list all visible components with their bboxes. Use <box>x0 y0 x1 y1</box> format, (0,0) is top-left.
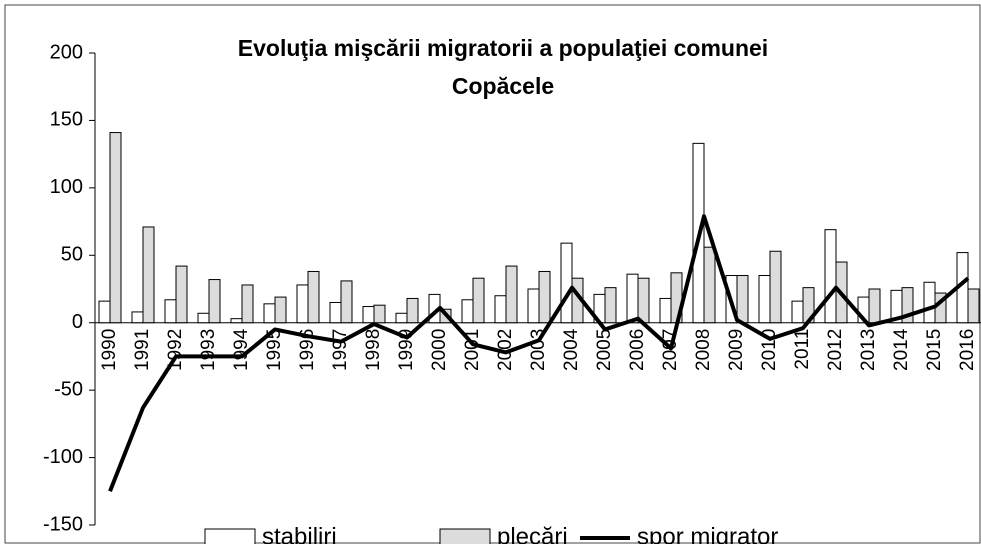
bar <box>109 132 122 324</box>
bar <box>340 280 353 324</box>
x-tick-label: 1990 <box>99 329 120 371</box>
bar <box>98 300 111 324</box>
x-tick-label: 1996 <box>297 329 318 371</box>
bar <box>791 300 804 324</box>
bar <box>230 318 243 324</box>
bar <box>406 297 419 324</box>
y-tick-label: 150 <box>50 109 83 131</box>
y-tick-label: 100 <box>50 176 83 198</box>
x-tick-label: 2000 <box>429 329 450 371</box>
bar <box>274 296 287 324</box>
bar <box>868 288 881 324</box>
bar <box>395 312 408 324</box>
chart-title: Copăcele <box>452 73 554 99</box>
bar <box>560 242 573 324</box>
x-tick-label: 2008 <box>693 329 714 371</box>
legend-swatch <box>204 528 256 544</box>
x-tick-label: 2015 <box>924 329 945 371</box>
bar <box>758 275 771 324</box>
line <box>108 214 970 493</box>
legend-label: spor migrator <box>637 523 778 544</box>
x-tick-label: 2005 <box>594 329 615 371</box>
x-tick-label: 2009 <box>726 329 747 371</box>
x-tick-label: 2014 <box>891 328 912 371</box>
bar <box>131 311 144 324</box>
bar <box>494 295 507 324</box>
x-tick-label: 2012 <box>825 329 846 371</box>
bar <box>626 273 639 324</box>
y-tick-label: 0 <box>72 311 83 333</box>
bar <box>461 299 474 324</box>
bar <box>659 297 672 324</box>
bar <box>527 288 540 324</box>
bar <box>175 265 188 324</box>
bar <box>901 287 914 324</box>
bar <box>967 288 980 324</box>
x-tick-label: 2004 <box>561 328 582 371</box>
bar <box>923 281 936 324</box>
x-tick-label: 2016 <box>957 329 978 371</box>
bar <box>637 277 650 324</box>
bar <box>307 270 320 324</box>
x-tick-label: 2002 <box>495 329 516 371</box>
x-tick-label: 1992 <box>165 329 186 371</box>
x-tick-label: 2013 <box>858 329 879 371</box>
bar <box>736 275 749 324</box>
bar <box>538 270 551 324</box>
frame <box>4 4 981 544</box>
chart-title: Evoluţia mişcării migratorii a populaţie… <box>238 35 768 61</box>
bar <box>296 284 309 324</box>
x-tick-label: 1997 <box>330 329 351 371</box>
legend-swatch <box>439 528 491 544</box>
y-tick-label: -50 <box>54 378 83 400</box>
bar <box>329 301 342 324</box>
x-tick-label: 1993 <box>198 329 219 371</box>
bar <box>824 229 837 324</box>
y-tick-label: -150 <box>43 513 83 535</box>
x-tick-label: 1995 <box>264 329 285 371</box>
x-tick-label: 2011 <box>792 329 813 370</box>
bar <box>373 304 386 324</box>
x-tick-label: 2003 <box>528 329 549 371</box>
x-tick-label: 1991 <box>132 329 153 371</box>
bar <box>604 287 617 324</box>
bar <box>703 246 716 324</box>
legend-label: stabiliri <box>262 523 337 544</box>
x-tick-label: 1998 <box>363 329 384 371</box>
x-tick-label: 1999 <box>396 329 417 371</box>
bar <box>164 299 177 324</box>
bar <box>241 284 254 324</box>
bar <box>362 306 375 324</box>
bar <box>142 226 155 324</box>
y-tick-label: -100 <box>43 446 83 468</box>
y-tick-label: 200 <box>50 41 83 63</box>
bar <box>769 250 782 324</box>
bar <box>263 303 276 324</box>
bar <box>208 279 221 324</box>
legend-label: plecări <box>497 523 568 544</box>
x-tick-label: 2006 <box>627 329 648 371</box>
x-tick-label: 1994 <box>231 328 252 371</box>
bar <box>505 265 518 324</box>
bar <box>197 312 210 324</box>
bar <box>472 277 485 324</box>
y-tick-label: 50 <box>61 244 83 266</box>
